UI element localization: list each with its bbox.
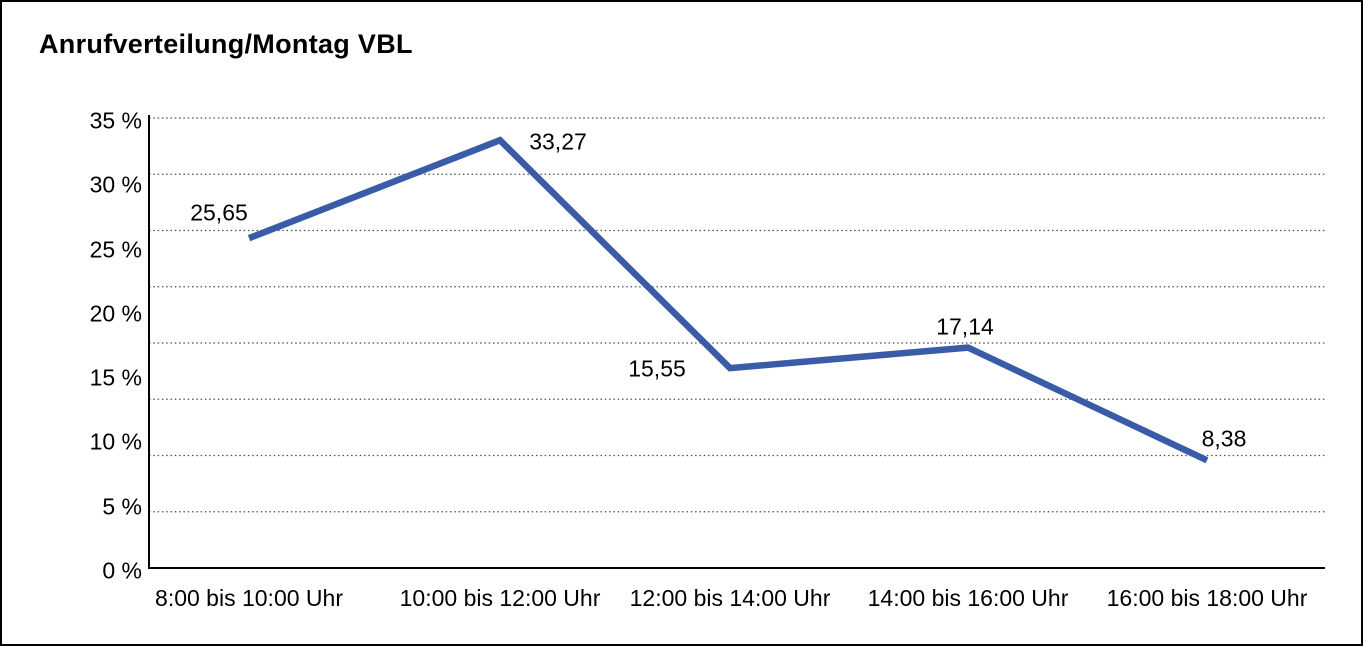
y-tick-label: 5 % (102, 493, 142, 520)
data-value-label: 15,55 (628, 355, 686, 382)
x-tick-label: 10:00 bis 12:00 Uhr (399, 585, 601, 611)
y-tick-label: 15 % (89, 364, 142, 391)
y-tick-label: 35 % (89, 107, 142, 134)
chart-title: Anrufverteilung/Montag VBL (39, 29, 413, 59)
y-tick-label: 0 % (102, 557, 142, 584)
y-tick-label: 20 % (89, 300, 142, 327)
x-tick-label: 14:00 bis 16:00 Uhr (867, 585, 1069, 611)
data-value-label: 17,14 (936, 313, 994, 340)
y-tick-label: 30 % (89, 171, 142, 198)
data-value-label: 25,65 (190, 199, 248, 226)
x-tick-label: 12:00 bis 14:00 Uhr (629, 585, 831, 611)
x-tick-label: 16:00 bis 18:00 Uhr (1106, 585, 1308, 611)
y-tick-label: 10 % (89, 428, 142, 455)
data-value-label: 33,27 (529, 128, 587, 155)
y-tick-label: 25 % (89, 236, 142, 263)
gridlines (149, 117, 1325, 513)
data-value-label: 8,38 (1201, 425, 1247, 452)
x-tick-label: 8:00 bis 10:00 Uhr (155, 585, 343, 611)
data-line (247, 136, 1209, 464)
